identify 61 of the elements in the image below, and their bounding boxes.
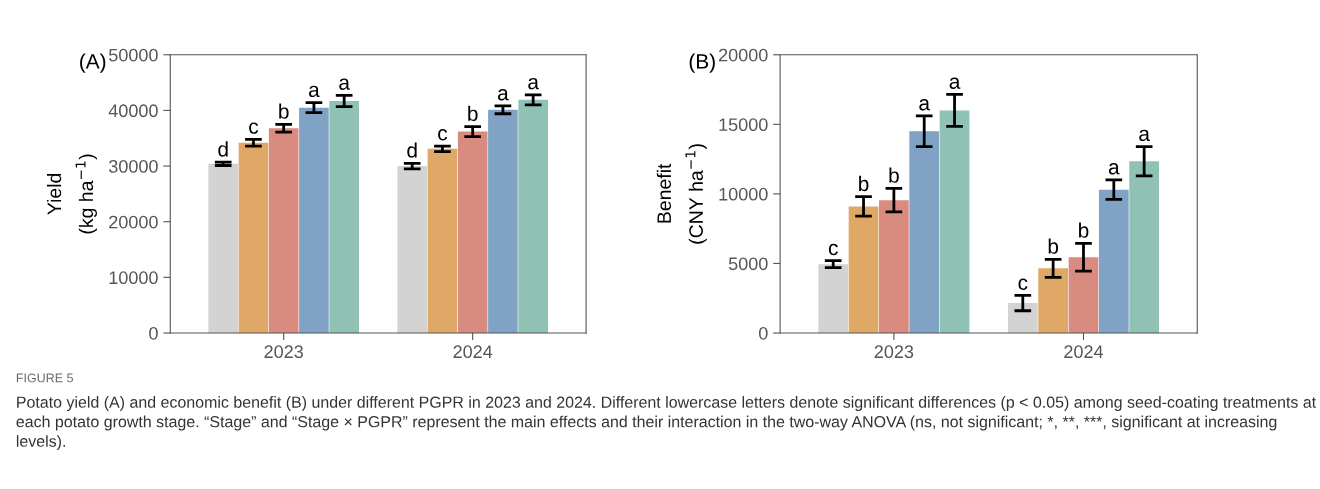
y-tick-label: 15000 — [719, 118, 768, 132]
y-tick-label: 30000 — [108, 160, 158, 173]
bar — [457, 131, 488, 334]
data-label: d — [407, 142, 417, 158]
data-label: b — [279, 103, 289, 119]
caption: FIGURE 5 — [16, 373, 73, 383]
data-label: b — [1079, 222, 1089, 238]
x-tick-label: 2023 — [874, 345, 914, 359]
data-label: d — [218, 141, 228, 157]
y-tick-label: 20000 — [109, 215, 158, 229]
bar — [939, 110, 970, 334]
x-tick-label: 2023 — [264, 345, 303, 359]
data-label: a — [309, 85, 320, 98]
y-tick-label: 5000 — [728, 257, 768, 271]
y-tick-label: 50000 — [108, 48, 158, 62]
bar — [909, 131, 940, 334]
data-label: a — [949, 77, 961, 89]
bar — [397, 166, 428, 334]
data-label: c — [249, 122, 259, 134]
y-axis-title: Benefit (CNY ha$^{−1}$) — [656, 144, 707, 244]
data-label: a — [919, 99, 931, 111]
y-tick-label: 10000 — [109, 271, 158, 285]
data-label: a — [1139, 129, 1150, 142]
y-tick-label: 10000 — [719, 187, 768, 201]
y-tick-label: 0 — [758, 326, 768, 340]
bar — [518, 99, 548, 334]
bar — [329, 100, 359, 334]
y-tick-label: 0 — [149, 326, 158, 340]
bar — [1007, 303, 1038, 334]
data-label: b — [1048, 238, 1059, 254]
data-label: a — [339, 78, 350, 90]
bar — [879, 200, 909, 334]
data-label: b — [889, 167, 899, 183]
bar — [1098, 189, 1129, 334]
data-label: a — [528, 77, 539, 90]
bar — [488, 109, 518, 334]
y-tick-label: 20000 — [719, 48, 768, 62]
bar — [1129, 161, 1160, 334]
text: Potato yield (A) and economic benefit (B) under different PGPR in 2023 and 2024. Different lowercase letters denote significant differences (p < 0.05) among seed-coating treatments at each potato growth stage. “Stage” and “Stage × PGPR” represent the main effects and their interaction in the two-way ANOVA (ns, not significant; *, **, ***, significant at increasing levels). — [16, 396, 1317, 451]
data-label: b — [859, 175, 869, 192]
bar — [268, 128, 299, 334]
x-tick-label: 2024 — [453, 345, 493, 359]
y-tick-label: 40000 — [108, 104, 158, 118]
data-label: c — [828, 243, 838, 256]
x-tick-label: 2024 — [1064, 345, 1104, 359]
bar — [1068, 257, 1099, 334]
bar — [848, 206, 879, 334]
data-label: c — [1018, 278, 1028, 290]
bar — [818, 264, 849, 334]
data-label: c — [438, 129, 448, 141]
bar — [238, 142, 269, 334]
bar — [208, 163, 239, 334]
bar — [299, 107, 329, 334]
data-label: a — [498, 89, 509, 101]
chart-title: (B) — [689, 53, 715, 73]
bar — [1038, 268, 1069, 334]
y-axis-title: Yield (kg ha$^{−1}$) — [46, 154, 97, 234]
data-label: b — [468, 105, 478, 122]
chart-title: (A) — [80, 53, 106, 73]
data-label: a — [1108, 163, 1120, 175]
bar — [427, 148, 458, 334]
